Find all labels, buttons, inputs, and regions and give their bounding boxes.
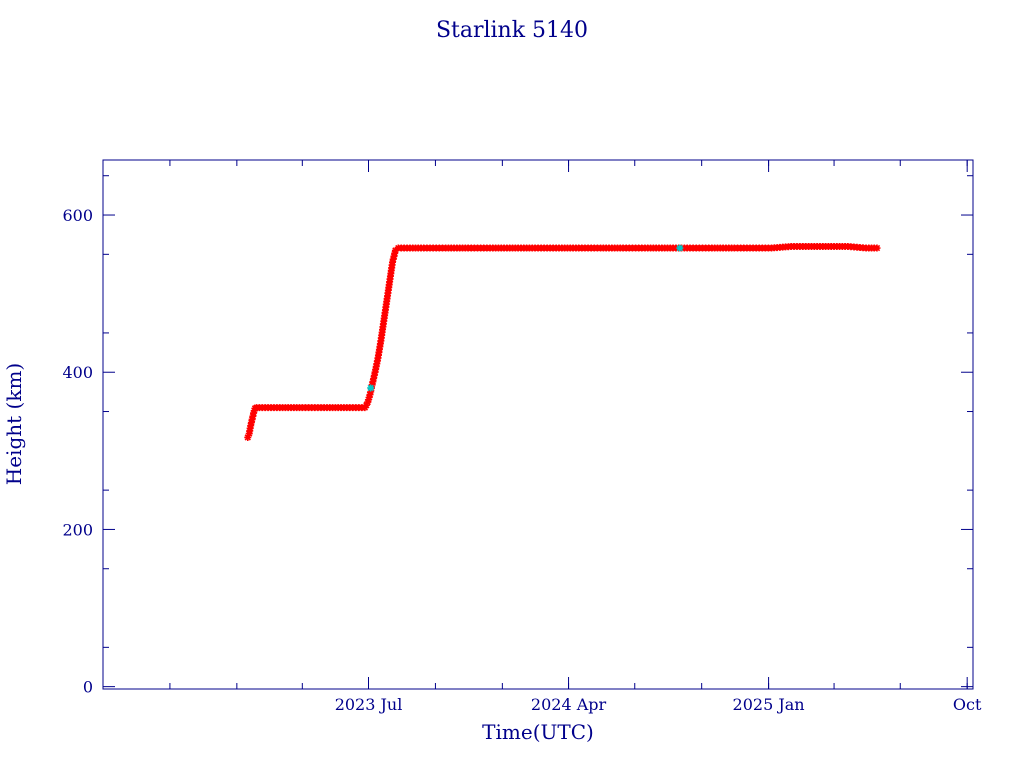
data-point [873, 244, 881, 252]
y-tick-label: 200 [62, 520, 93, 539]
data-point [391, 246, 399, 254]
y-tick-label: 600 [62, 206, 93, 225]
x-tick-label: 2024 Apr [531, 695, 607, 714]
highlight-point [676, 244, 684, 252]
data-point [367, 388, 375, 396]
x-tick-label: 2025 Jan [733, 695, 805, 714]
y-tick-label: 400 [62, 363, 93, 382]
y-axis: 0 200 400 600 [62, 175, 973, 697]
highlight-point [367, 384, 375, 392]
x-tick-label: 2023 Jul [335, 695, 403, 714]
plot-area [244, 242, 881, 441]
data-point [362, 401, 370, 409]
x-axis: 2023 Jul 2024 Apr 2025 Jan Oct [169, 160, 982, 714]
x-axis-title: Time(UTC) [482, 720, 594, 744]
y-tick-label: 0 [83, 678, 93, 697]
data-point [244, 433, 252, 441]
chart-title: Starlink 5140 [436, 18, 588, 43]
x-tick-label: Oct [953, 695, 982, 714]
plot-frame [102, 159, 974, 690]
y-axis-title: Height (km) [2, 363, 26, 485]
